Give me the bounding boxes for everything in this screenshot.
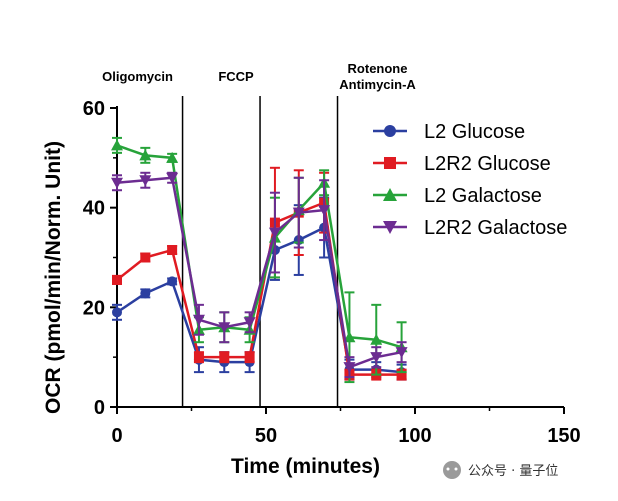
data-point [292,207,305,219]
injection-label: Oligomycin [102,69,173,84]
x-tick-label: 50 [255,425,277,447]
data-point [343,362,356,374]
data-point [192,314,205,326]
watermark: 公众号 · 量子位 [443,461,558,479]
legend-label: L2R2 Galactose [424,217,567,239]
data-point [139,149,152,161]
series-line [116,176,402,369]
data-point [318,205,331,217]
x-tick-label: 100 [398,425,431,447]
y-tick-label: 0 [94,397,105,419]
data-point [219,352,230,363]
series-l2r2-galactose [111,171,408,379]
data-point [140,252,151,263]
legend-item: L2 Galactose [373,185,542,207]
data-point [383,221,397,234]
data-point [243,317,256,329]
data-point [111,177,123,189]
data-point [193,352,204,363]
data-point [396,369,407,380]
data-point [167,276,178,287]
legend-label: L2 Glucose [424,121,525,143]
data-point [384,157,396,169]
legend-item: L2R2 Galactose [373,217,567,239]
watermark-text: 公众号 · 量子位 [468,464,558,479]
data-point [166,172,179,184]
x-axis-title: Time (minutes) [231,455,380,478]
legend-label: L2R2 Glucose [424,153,551,175]
data-point [167,245,178,256]
data-point [384,125,396,137]
y-tick-label: 20 [83,297,105,319]
axes: 0 20 40 60 0 50 100 150 Time (minutes) OCR (pmol/… [42,98,581,478]
y-tick-label: 40 [83,198,105,220]
y-tick-label: 60 [83,98,105,120]
legend-item: L2R2 Glucose [373,153,551,175]
data-point [370,352,383,364]
data-point [383,188,397,201]
data-point [395,347,408,359]
data-point [111,139,123,151]
data-point [218,322,231,334]
data-point [139,175,152,187]
data-point [343,331,356,343]
x-tick-label: 0 [111,425,122,447]
data-point [370,333,383,345]
data-point [244,352,255,363]
data-point [140,288,151,299]
data-point [268,227,281,239]
data-point [112,274,122,285]
legend-item: L2 Glucose [373,121,525,143]
series-line [116,144,402,349]
wechat-icon [443,461,461,479]
legend: L2 Glucose L2R2 Glucose L2 Galactose L2R2 G… [373,121,567,239]
y-axis-title: OCR (pmol/min/Norm. Unit) [42,141,65,414]
data-point [112,307,122,318]
legend-label: L2 Galactose [424,185,542,207]
plot-series [111,136,408,384]
x-tick-label: 150 [547,425,580,447]
data-point [166,151,179,163]
injection-label: FCCP [218,69,254,84]
injection-markers: Oligomycin FCCP Rotenone Antimycin-A [102,61,416,407]
injection-label: Rotenone Antimycin-A [339,61,416,92]
